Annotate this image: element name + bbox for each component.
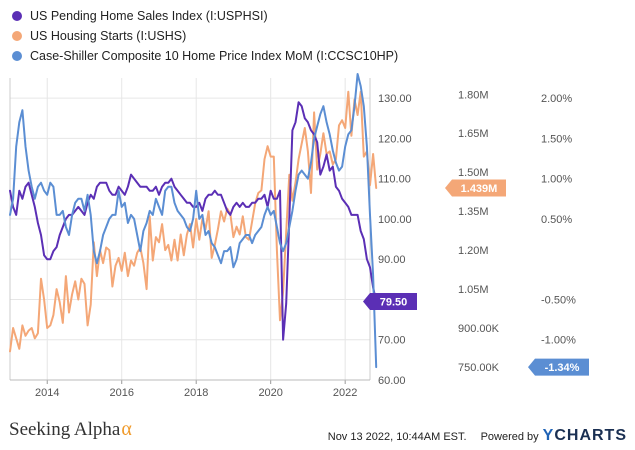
x-tick-label: 2014 [35, 387, 59, 399]
legend-swatch-pending-home-sales [12, 11, 22, 21]
ycharts-logo-text: CHARTS [554, 427, 627, 444]
legend-swatch-housing-starts [12, 31, 22, 41]
y-tick-label-right1: 900.00K [458, 323, 500, 335]
y-tick-label-right2: 2.00% [541, 93, 572, 105]
legend-item-case-shiller[interactable]: Case-Shiller Composite 10 Home Price Ind… [12, 46, 398, 66]
y-tick-label-left: 130.00 [378, 93, 412, 105]
y-tick-label-right1: 1.65M [458, 128, 489, 140]
end-value-label-box [363, 292, 417, 310]
y-tick-label-left: 100.00 [378, 214, 412, 226]
y-tick-label-right1: 1.35M [458, 206, 489, 218]
series-line-case-shiller [9, 73, 378, 369]
end-value-label-pending-home-sales: 79.50 [363, 292, 417, 310]
y-tick-label-left: 70.00 [378, 335, 406, 347]
y-tick-label-left: 110.00 [378, 174, 411, 186]
end-value-label-text: 79.50 [380, 296, 408, 308]
y-tick-label-right2: 1.50% [541, 133, 572, 145]
x-tick-label: 2016 [109, 387, 133, 399]
y-tick-label-right1: 1.80M [458, 89, 489, 101]
y-tick-label-right2: 0.50% [541, 214, 572, 226]
y-tick-label-left: 90.00 [378, 254, 406, 266]
legend-item-housing-starts[interactable]: US Housing Starts (I:USHS) [12, 26, 398, 46]
chart-legend: US Pending Home Sales Index (I:USPHSI) U… [12, 6, 398, 66]
end-value-label-housing-starts: 1.439M [445, 179, 506, 197]
y-tick-label-right1: 1.50M [458, 167, 489, 179]
y-tick-label-right2: 1.00% [541, 174, 572, 186]
powered-by-label: Powered by [480, 431, 539, 443]
end-value-label-case-shiller: -1.34% [528, 358, 589, 376]
y-tick-label-right1: 1.20M [458, 245, 489, 257]
y-tick-label-right2: -0.50% [541, 294, 576, 306]
ycharts-logo-y: Y [542, 427, 555, 444]
seeking-alpha-wordmark: Seeking Alpha [9, 419, 121, 440]
y-tick-label-left: 120.00 [378, 133, 412, 145]
end-value-label-text: -1.34% [545, 362, 580, 374]
end-value-label-text: 1.439M [461, 183, 498, 195]
ycharts-logo[interactable]: YCHARTS [543, 427, 627, 445]
y-tick-label-right2: -1.00% [541, 335, 576, 347]
legend-label-pending-home-sales: US Pending Home Sales Index (I:USPHSI) [30, 9, 268, 23]
x-tick-label: 2020 [258, 387, 282, 399]
x-tick-label: 2018 [184, 387, 208, 399]
y-tick-label-right1: 1.05M [458, 284, 489, 296]
end-value-label-box [528, 358, 589, 376]
x-tick-label: 2022 [333, 387, 357, 399]
footer-attribution: Nov 13 2022, 10:44AM EST. Powered by YCH… [328, 427, 627, 445]
legend-item-pending-home-sales[interactable]: US Pending Home Sales Index (I:USPHSI) [12, 6, 398, 26]
y-tick-label-left: 60.00 [378, 375, 406, 387]
legend-swatch-case-shiller [12, 51, 22, 61]
timestamp: Nov 13 2022, 10:44AM EST. [327, 431, 467, 443]
legend-label-housing-starts: US Housing Starts (I:USHS) [30, 29, 187, 43]
y-tick-label-right1: 750.00K [458, 362, 500, 374]
end-value-label-box [445, 179, 506, 197]
legend-label-case-shiller: Case-Shiller Composite 10 Home Price Ind… [30, 49, 399, 63]
alpha-symbol: α [121, 418, 132, 440]
seeking-alpha-logo: Seeking Alphaα [9, 418, 132, 441]
